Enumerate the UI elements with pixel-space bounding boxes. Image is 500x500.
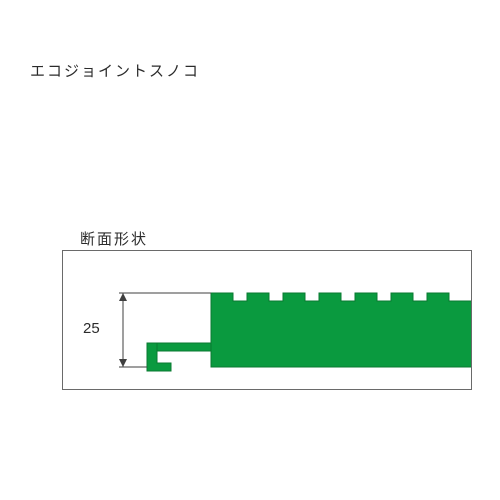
product-title: エコジョイントスノコ bbox=[30, 60, 200, 81]
cross-section-drawing bbox=[63, 251, 471, 389]
section-label: 断面形状 bbox=[80, 228, 148, 249]
dimension-height-label: 25 bbox=[83, 320, 100, 337]
page: エコジョイントスノコ 断面形状 25 bbox=[0, 0, 500, 500]
cross-section-panel: 25 bbox=[62, 250, 472, 390]
